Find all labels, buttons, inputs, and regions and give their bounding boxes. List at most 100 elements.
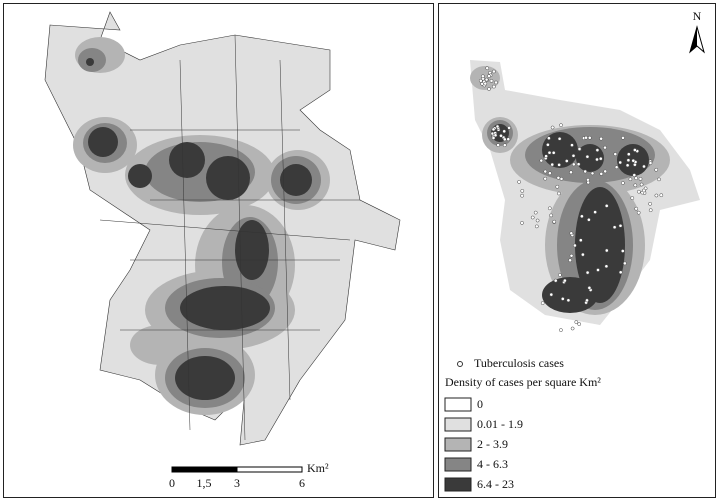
case-point: [631, 158, 636, 163]
case-point: [557, 191, 561, 196]
case-point: [570, 143, 574, 147]
case-point: [626, 158, 631, 163]
case-point: [595, 157, 599, 162]
case-point: [637, 189, 641, 194]
case-point: [626, 152, 631, 157]
case-point: [520, 189, 525, 193]
case-point: [485, 66, 490, 71]
case-point: [618, 270, 623, 275]
case-point: [585, 298, 589, 303]
case-point: [639, 182, 644, 187]
case-point: [553, 278, 558, 283]
legend-points-label: Tuberculosis cases: [474, 356, 564, 370]
case-point: [583, 169, 588, 174]
legend-title: Density of cases per square Km²: [445, 375, 601, 389]
legend-swatch: [444, 417, 472, 432]
case-point: [604, 248, 609, 253]
legend-swatch: [444, 437, 472, 452]
case-point: [564, 159, 569, 163]
case-point: [566, 298, 571, 303]
case-point: [530, 215, 535, 220]
legend-label: 2 - 3.9: [477, 437, 508, 451]
case-point: [625, 163, 630, 168]
case-points: [478, 66, 664, 332]
case-point: [547, 206, 552, 211]
case-point: [560, 297, 565, 301]
case-point: [533, 210, 538, 215]
case-point: [621, 181, 625, 185]
case-point: [563, 278, 567, 283]
case-point: [547, 136, 551, 141]
legend-swatch: [444, 457, 472, 472]
case-point: [603, 169, 608, 174]
case-point: [549, 292, 554, 297]
case-point: [507, 126, 511, 130]
case-point: [596, 268, 600, 272]
legend-label: 6.4 - 23: [477, 477, 514, 491]
case-point: [570, 326, 575, 331]
scale-unit: Km²: [307, 461, 329, 475]
case-point: [534, 224, 539, 229]
case-point: [568, 258, 572, 263]
case-point: [657, 177, 661, 182]
case-point: [618, 223, 623, 228]
case-point: [630, 196, 635, 200]
case-point: [587, 135, 592, 140]
case-point: [535, 218, 540, 223]
case-point: [544, 154, 548, 159]
case-point: [578, 238, 583, 243]
case-point: [491, 127, 496, 132]
case-point: [557, 136, 562, 141]
case-point: [585, 270, 590, 275]
district-lines: [99, 34, 360, 441]
case-point: [551, 150, 556, 155]
case-point: [548, 171, 552, 176]
case-point: [571, 153, 576, 158]
case-point: [550, 125, 555, 130]
case-point: [590, 171, 595, 176]
case-point: [489, 79, 494, 83]
case-point: [569, 231, 574, 236]
case-point: [638, 177, 643, 181]
case-point: [496, 143, 500, 147]
case-point: [595, 148, 600, 152]
case-point: [604, 264, 609, 269]
case-point: [642, 164, 646, 169]
case-point: [613, 152, 618, 156]
case-point: [491, 136, 496, 140]
case-point: [633, 183, 638, 188]
case-point: [487, 87, 491, 91]
case-point: [550, 162, 555, 167]
case-point: [502, 129, 507, 134]
scale-label: 6: [299, 476, 305, 490]
case-point: [569, 170, 573, 175]
case-point: [620, 249, 625, 253]
case-point: [599, 136, 603, 141]
case-point: [618, 160, 623, 165]
case-symbol: [457, 361, 463, 367]
case-point: [593, 210, 597, 214]
case-point: [598, 156, 603, 161]
case-point: [621, 136, 625, 140]
case-point: [634, 206, 639, 211]
case-point: [492, 84, 496, 89]
case-point: [654, 193, 659, 198]
right-map: N: [470, 9, 705, 332]
case-point: [557, 163, 561, 167]
case-point: [499, 133, 503, 138]
case-point: [587, 217, 591, 222]
case-point: [552, 219, 557, 224]
case-point: [517, 180, 521, 184]
scale-label: 1,5: [197, 476, 212, 490]
very-high-zones: [86, 58, 312, 400]
case-point: [549, 213, 553, 218]
case-point: [520, 221, 524, 225]
case-point: [547, 150, 552, 155]
case-point: [556, 175, 561, 180]
scale-bar: Km² 0 1,5 3 6: [169, 461, 329, 490]
legend-swatch: [444, 477, 472, 492]
case-point: [478, 78, 483, 83]
case-point: [520, 193, 524, 198]
scale-label: 0: [169, 476, 175, 490]
case-point: [584, 135, 588, 140]
